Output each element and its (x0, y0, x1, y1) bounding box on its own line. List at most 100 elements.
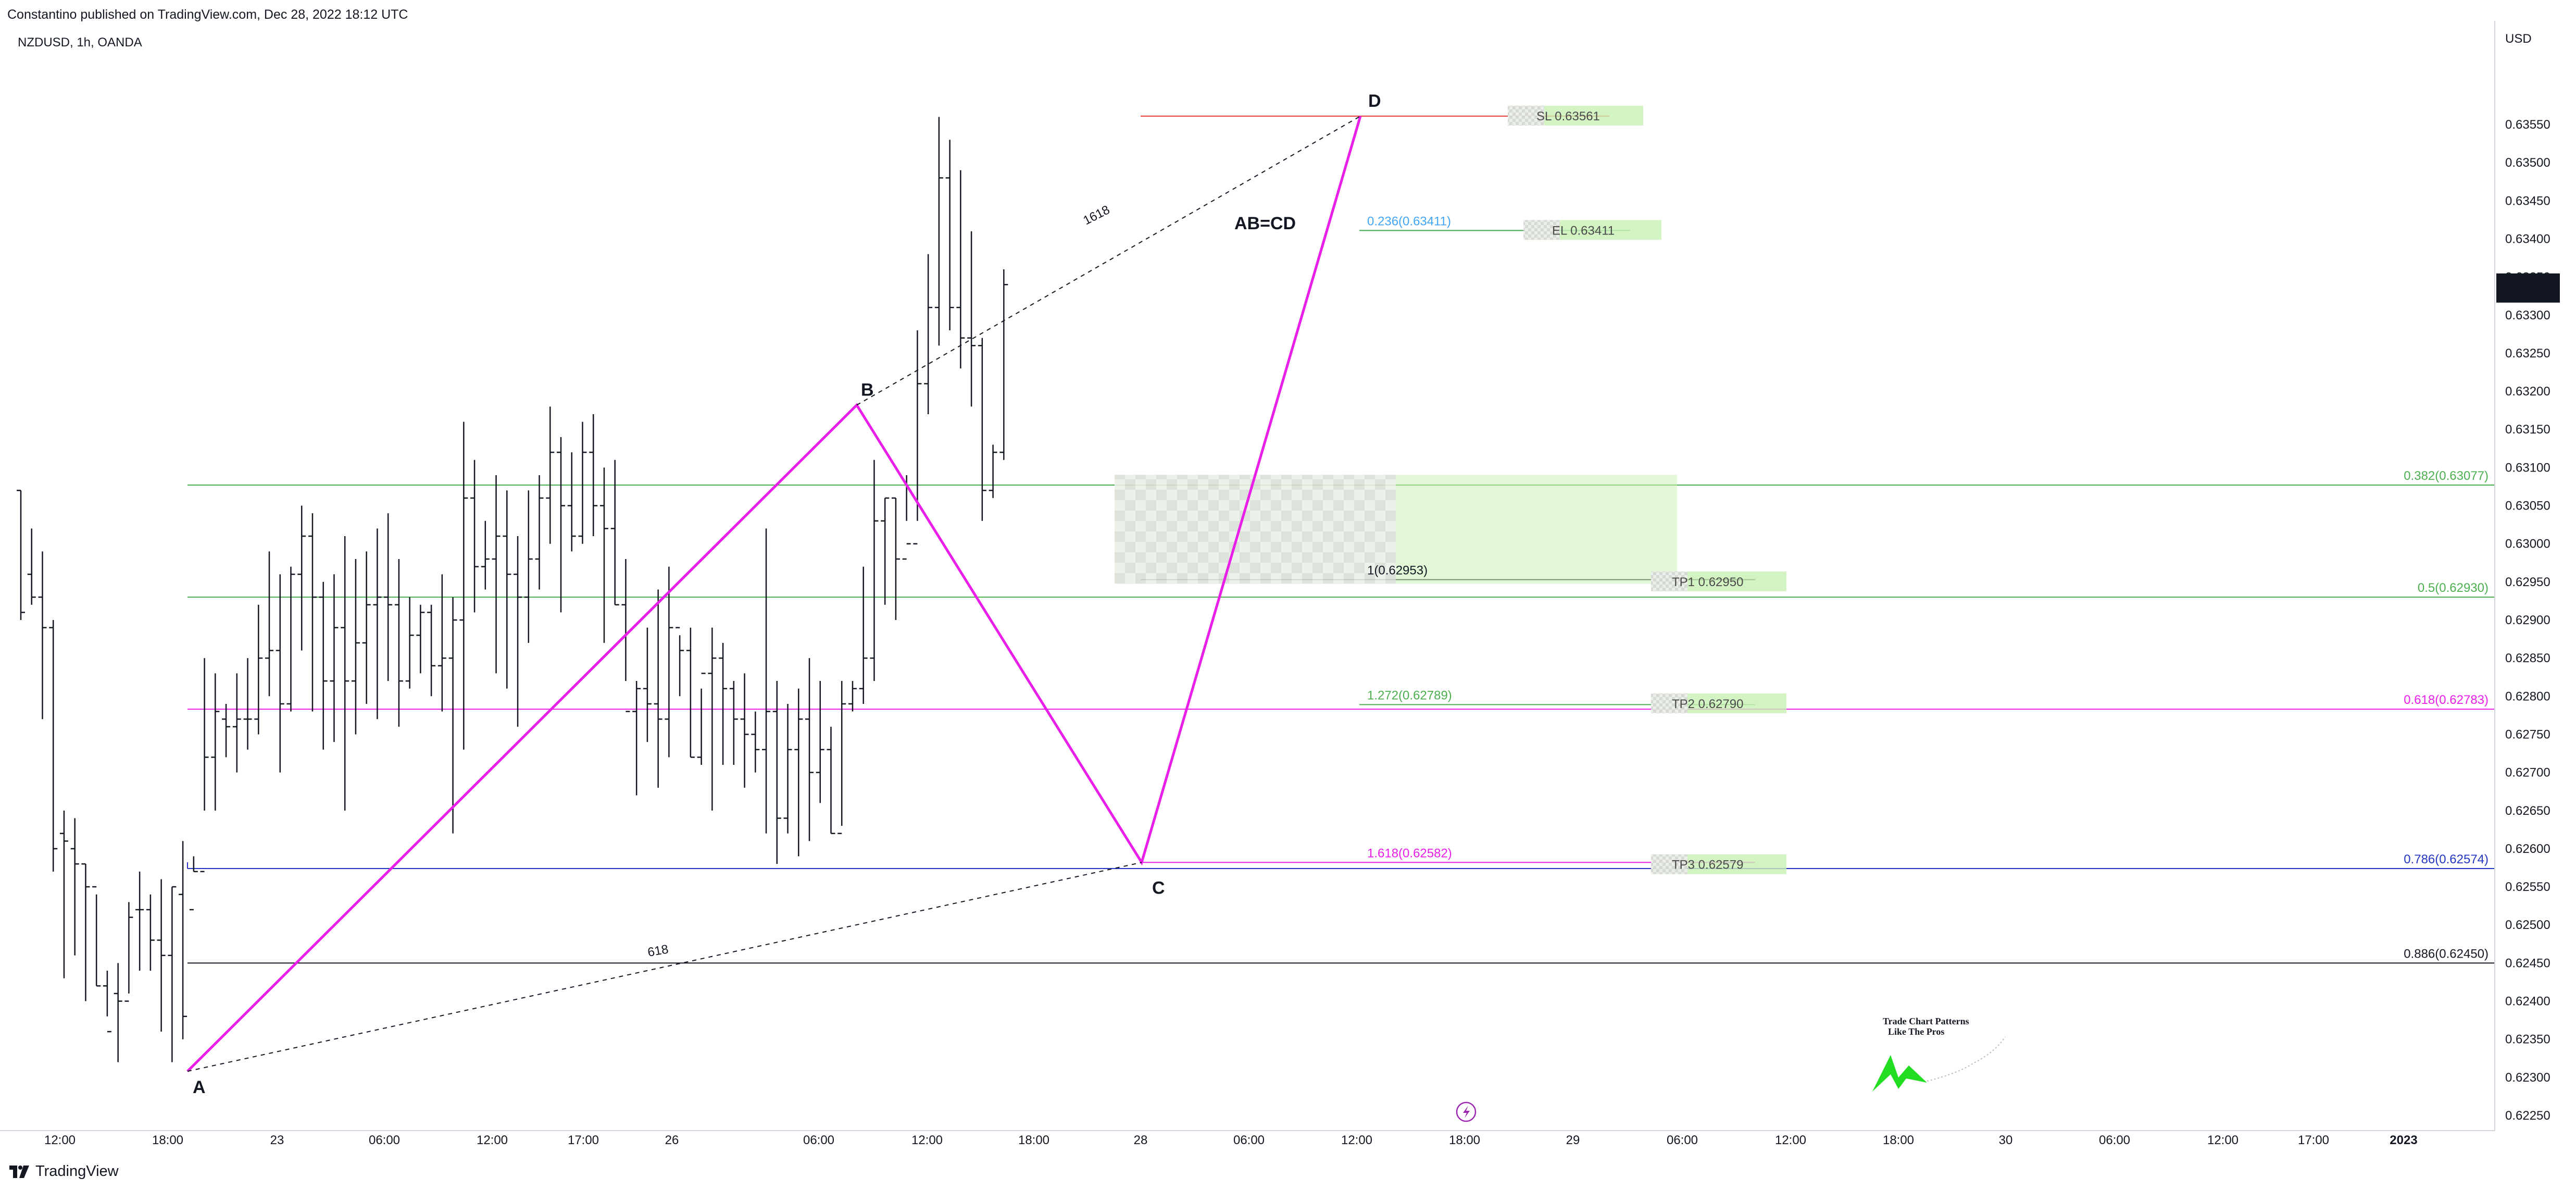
ohlc-bar (654, 589, 662, 788)
ohlc-bar (17, 490, 25, 620)
ohlc-bar (200, 658, 209, 873)
ohlc-bar (913, 330, 922, 544)
time-tick-label: 28 (1134, 1133, 1148, 1147)
price-tick-label: 0.62900 (2505, 613, 2550, 627)
price-tick-label: 0.63200 (2505, 385, 2550, 399)
price-tick-label: 0.62250 (2505, 1109, 2550, 1123)
ohlc-bar (578, 422, 587, 544)
footer[interactable]: TradingView (9, 1163, 119, 1180)
ohlc-bar (373, 528, 382, 720)
event-marker-icon[interactable] (1456, 1101, 1477, 1122)
abcd-pattern-line[interactable] (186, 116, 1362, 1072)
price-tick-label: 0.63400 (2505, 232, 2550, 246)
ohlc-bar (567, 452, 576, 552)
ohlc-bar (956, 170, 965, 369)
ohlc-bar (276, 574, 284, 773)
tradingview-logo-icon (9, 1165, 29, 1178)
time-tick-label: 12:00 (1775, 1133, 1806, 1147)
axes[interactable]: USD 0.62250 0.62300 0.62350 0.62400 0.62450 0.… (0, 21, 2560, 1147)
ohlc-bar (92, 886, 101, 987)
time-tick-label: 12:00 (911, 1133, 943, 1147)
time-tick-label: 12:00 (477, 1133, 508, 1147)
ohlc-bar (179, 841, 187, 1039)
projection-level-label: 1.272(0.62789) (1367, 688, 1452, 702)
trade-label-checker (1651, 854, 1687, 874)
ohlc-bar (708, 627, 717, 811)
ohlc-bar (783, 703, 792, 834)
ohlc-bar (384, 513, 393, 681)
ohlc-bar (189, 856, 198, 911)
ohlc-bar (211, 673, 220, 811)
ohlc-bar (146, 894, 155, 971)
currency-label: USD (2505, 32, 2532, 46)
ohlc-bar (805, 658, 814, 841)
ohlc-bar (610, 460, 619, 605)
ohlc-bar (686, 627, 695, 758)
trade-level-label: TP2 0.62790 (1672, 697, 1743, 711)
time-tick-label: 26 (665, 1133, 679, 1147)
ohlc-bar (70, 818, 79, 956)
fib-level-label: 0.786(0.62574) (2404, 852, 2489, 866)
ohlc-bar (870, 460, 879, 681)
publish-line: Constantino published on TradingView.com… (7, 7, 408, 22)
time-tick-label: 18:00 (1449, 1133, 1480, 1147)
bd-ratio-line (856, 116, 1361, 406)
ohlc-bar (59, 810, 68, 978)
fib-level-label: 0.618(0.62783) (2404, 693, 2489, 707)
ohlc-bar (621, 559, 630, 712)
time-tick-label: 29 (1566, 1133, 1580, 1147)
ohlc-bar (362, 551, 371, 704)
zone-layer (1115, 475, 1677, 584)
ohlc-bar (740, 673, 749, 788)
price-tick-label: 0.62650 (2505, 804, 2550, 818)
ohlc-bar (719, 642, 728, 765)
trade-level-label: TP3 0.62579 (1672, 858, 1743, 872)
brand-label: TradingView (35, 1163, 119, 1180)
ohlc-bar (643, 627, 652, 742)
ohlc-bar (492, 475, 501, 674)
ohlc-bar (816, 681, 824, 803)
ohlc-bars (17, 117, 1008, 1062)
ohlc-bar (772, 681, 781, 864)
fib-level-label: 0.886(0.62450) (2404, 947, 2489, 961)
time-tick-label: 06:00 (1233, 1133, 1265, 1147)
time-tick-label: 06:00 (1667, 1133, 1698, 1147)
ohlc-bar (49, 620, 58, 872)
price-chart[interactable]: A B C D AB=CD 1618 618 0.382(0.63077) 0.5(0.629… (0, 0, 2576, 1157)
trade-level-label: EL 0.63411 (1552, 224, 1615, 238)
trade-label-checker (1651, 571, 1687, 591)
price-tick-label: 0.62500 (2505, 918, 2550, 932)
time-tick-label: 17:00 (568, 1133, 599, 1147)
trade-label-checker (1651, 693, 1687, 713)
ohlc-bar (729, 681, 738, 765)
lightning-icon (1463, 1106, 1470, 1118)
ohlc-bar (448, 597, 457, 834)
ohlc-bar (27, 528, 36, 605)
ohlc-bar (934, 117, 943, 346)
ratio-label-1618: 1618 (1081, 203, 1112, 228)
watermark-line1: Trade Chart Patterns (1883, 1016, 1969, 1026)
ohlc-bar (470, 460, 479, 613)
time-tick-label: 18:00 (1883, 1133, 1914, 1147)
ohlc-bar (81, 863, 90, 1001)
symbol-info[interactable]: NZDUSD, 1h, OANDA (18, 35, 142, 49)
time-tick-label: 17:00 (2298, 1133, 2329, 1147)
ohlc-bar (599, 467, 608, 643)
last-price-badge[interactable] (2496, 273, 2560, 303)
pattern-point-a: A (193, 1077, 206, 1097)
time-tick-label: 06:00 (369, 1133, 400, 1147)
ohlc-bar (103, 971, 111, 1033)
price-tick-label: 0.63550 (2505, 118, 2550, 132)
price-tick-label: 0.62800 (2505, 689, 2550, 703)
price-tick-label: 0.63250 (2505, 346, 2550, 361)
time-tick-label: 12:00 (1341, 1133, 1372, 1147)
ohlc-bar (416, 604, 425, 674)
price-tick-label: 0.63100 (2505, 461, 2550, 475)
ohlc-bar (243, 658, 252, 750)
ohlc-bar (762, 528, 771, 834)
price-tick-label: 0.63300 (2505, 308, 2550, 323)
ohlc-bar (157, 879, 166, 1032)
watermark-pattern-icon (1872, 1055, 1927, 1092)
price-tick-label: 0.62950 (2505, 575, 2550, 589)
ohlc-bar (891, 497, 900, 620)
